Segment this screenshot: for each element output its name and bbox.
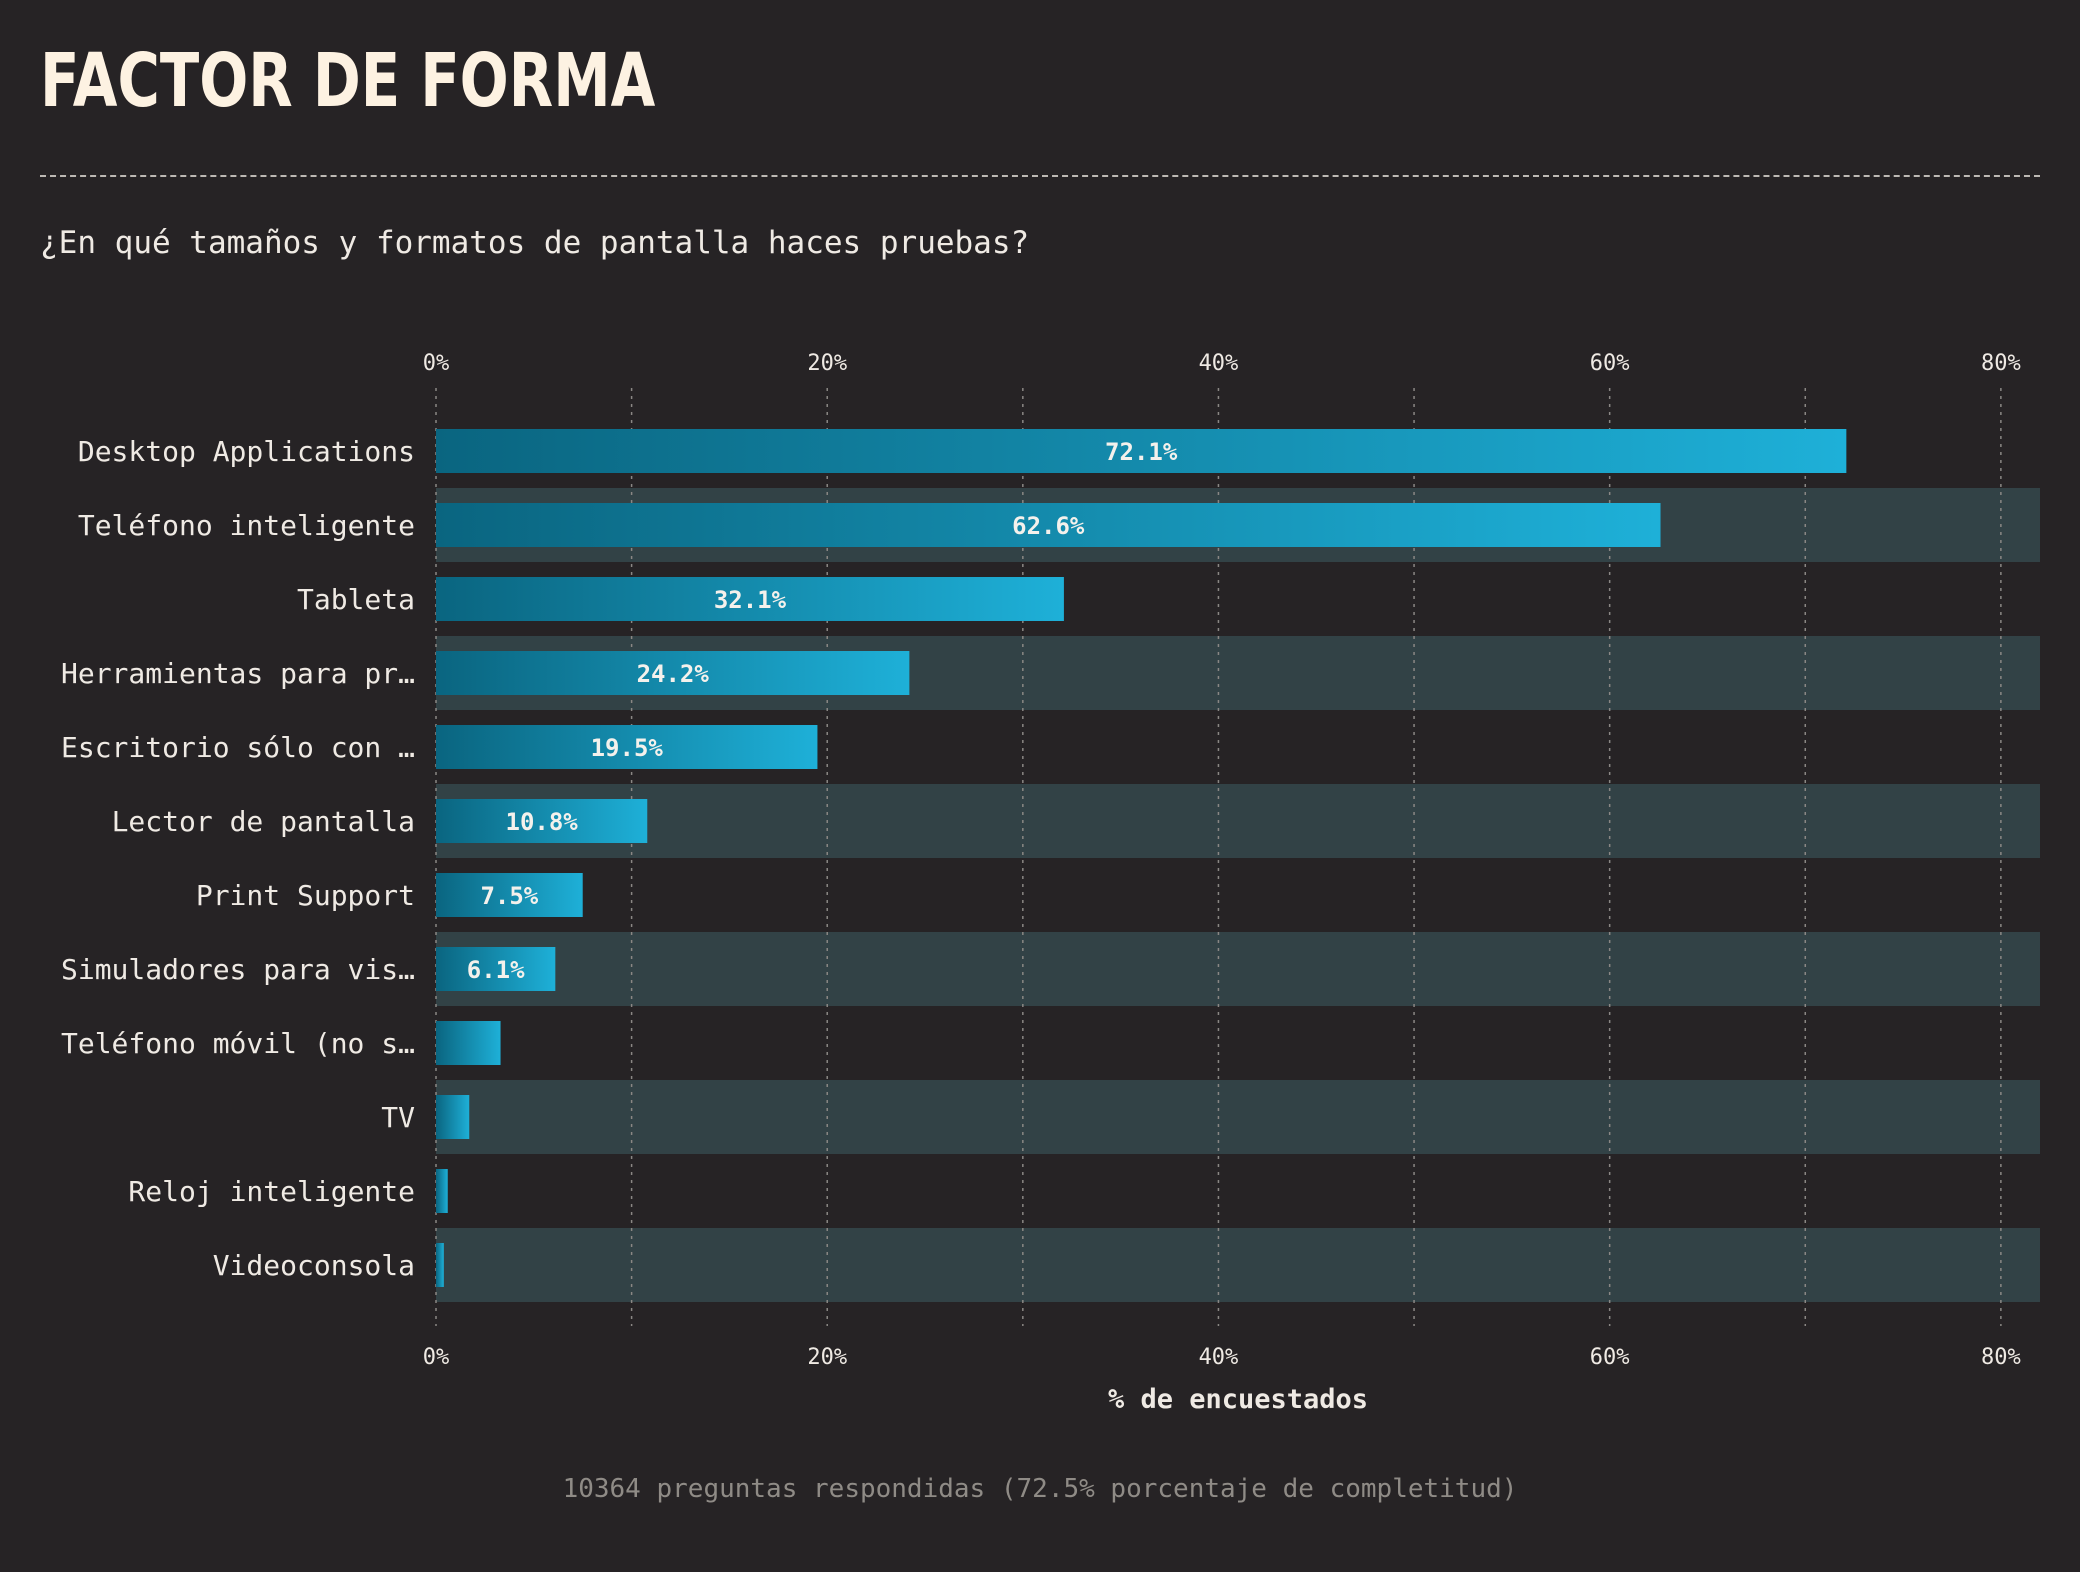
data-label: 24.2% (637, 660, 710, 688)
category-label: Desktop Applications (78, 435, 415, 468)
bar (436, 429, 1847, 473)
bar (436, 651, 910, 695)
x-tick-label-top: 40% (1199, 351, 1239, 376)
x-tick-label-bottom: 40% (1199, 1345, 1239, 1370)
category-label: Teléfono inteligente (78, 509, 415, 542)
data-label: 72.1% (1105, 438, 1178, 466)
x-tick-label-top: 60% (1590, 351, 1630, 376)
data-label: 62.6% (1012, 512, 1085, 540)
category-label: Tableta (297, 583, 415, 616)
data-label: 6.1% (467, 956, 525, 984)
bar (436, 503, 1661, 547)
x-tick-label-top: 0% (423, 351, 450, 376)
bar (436, 577, 1064, 621)
data-label: 10.8% (506, 808, 579, 836)
category-label: Escritorio sólo con … (61, 731, 415, 764)
bar-chart: Desktop Applications 72.1% Teléfono inteli… (61, 351, 2040, 1415)
x-tick-label-top: 80% (1981, 351, 2021, 376)
bar (436, 947, 556, 991)
category-label: Reloj inteligente (128, 1175, 415, 1208)
data-label: 7.5% (480, 882, 538, 910)
category-label: Herramientas para pr… (61, 657, 415, 690)
bar (436, 1095, 470, 1139)
row-band (436, 784, 2040, 858)
category-label: Videoconsola (213, 1249, 415, 1282)
bar (436, 1169, 448, 1213)
row-band (436, 1080, 2040, 1154)
category-label: Print Support (196, 879, 415, 912)
row-band (436, 1228, 2040, 1302)
x-tick-label-top: 20% (807, 351, 847, 376)
bar (436, 725, 818, 769)
bar (436, 799, 648, 843)
x-axis-title: % de encuestados (1108, 1384, 1368, 1415)
bar (436, 1243, 444, 1287)
x-tick-label-bottom: 20% (807, 1345, 847, 1370)
x-tick-label-bottom: 60% (1590, 1345, 1630, 1370)
x-tick-label-bottom: 80% (1981, 1345, 2021, 1370)
category-label: Teléfono móvil (no s… (61, 1027, 415, 1060)
response-summary: 10364 preguntas respondidas (72.5% porce… (562, 1474, 1518, 1504)
category-label: TV (381, 1101, 415, 1134)
x-tick-label-bottom: 0% (423, 1345, 450, 1370)
data-label: 32.1% (714, 586, 787, 614)
bar (436, 873, 583, 917)
category-label: Simuladores para vis… (61, 953, 415, 986)
category-label: Lector de pantalla (112, 805, 415, 838)
row-band (436, 932, 2040, 1006)
data-label: 19.5% (591, 734, 664, 762)
survey-question: ¿En qué tamaños y formatos de pantalla h… (40, 225, 1030, 261)
chart-title: FACTOR DE FORMA (40, 38, 656, 124)
bar (436, 1021, 501, 1065)
title-divider (40, 175, 2040, 177)
